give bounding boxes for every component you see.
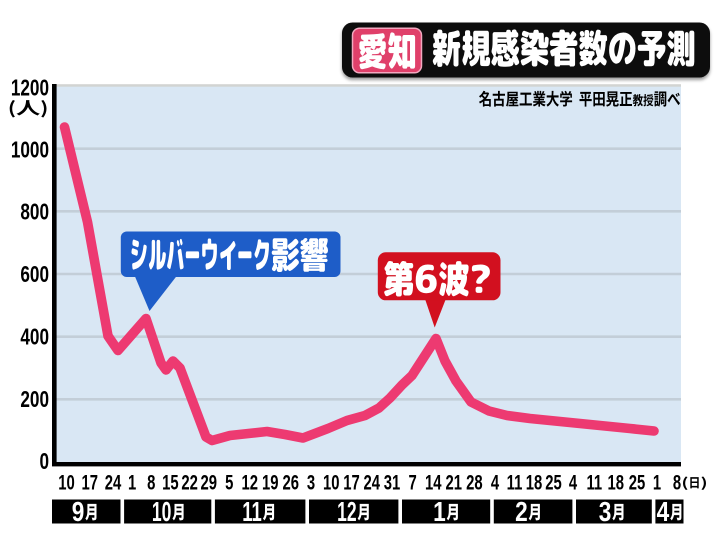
svg-text:4: 4 xyxy=(491,470,500,494)
svg-text:1: 1 xyxy=(653,470,661,494)
svg-text:11: 11 xyxy=(242,496,261,527)
svg-text:12: 12 xyxy=(337,496,357,527)
svg-text:800: 800 xyxy=(20,200,49,225)
svg-text:8: 8 xyxy=(673,470,681,494)
svg-text:18: 18 xyxy=(526,470,542,494)
svg-text:10: 10 xyxy=(58,470,74,494)
svg-text:25: 25 xyxy=(629,470,645,494)
svg-text:25: 25 xyxy=(545,470,561,494)
svg-text:28: 28 xyxy=(466,470,482,494)
svg-text:31: 31 xyxy=(384,470,400,494)
svg-text:24: 24 xyxy=(364,470,381,494)
svg-text:18: 18 xyxy=(607,470,623,494)
svg-text:17: 17 xyxy=(343,470,359,494)
svg-text:4: 4 xyxy=(657,496,670,527)
svg-text:29: 29 xyxy=(200,470,216,494)
svg-text:17: 17 xyxy=(82,470,98,494)
svg-text:26: 26 xyxy=(283,470,299,494)
svg-text:21: 21 xyxy=(446,470,462,494)
svg-text:5: 5 xyxy=(225,470,233,494)
svg-text:8: 8 xyxy=(147,470,155,494)
svg-text:11: 11 xyxy=(507,470,523,494)
svg-text:14: 14 xyxy=(425,470,442,494)
svg-text:1200: 1200 xyxy=(11,76,49,101)
svg-text:19: 19 xyxy=(262,470,278,494)
svg-text:1: 1 xyxy=(128,470,136,494)
svg-text:10: 10 xyxy=(323,470,339,494)
svg-text:12: 12 xyxy=(242,470,258,494)
svg-text:1: 1 xyxy=(433,496,446,527)
svg-text:10: 10 xyxy=(152,496,172,527)
svg-text:3: 3 xyxy=(307,470,315,494)
svg-text:22: 22 xyxy=(181,470,197,494)
svg-text:24: 24 xyxy=(105,470,122,494)
svg-text:7: 7 xyxy=(408,470,416,494)
svg-text:4: 4 xyxy=(569,470,578,494)
svg-text:3: 3 xyxy=(599,496,612,527)
svg-text:200: 200 xyxy=(20,388,49,413)
svg-text:400: 400 xyxy=(20,325,49,350)
svg-text:2: 2 xyxy=(515,496,528,527)
svg-text:11: 11 xyxy=(586,470,602,494)
svg-text:15: 15 xyxy=(162,470,178,494)
svg-text:9: 9 xyxy=(72,496,85,527)
svg-text:600: 600 xyxy=(20,263,49,288)
svg-text:0: 0 xyxy=(39,450,49,475)
svg-text:1000: 1000 xyxy=(11,138,49,163)
